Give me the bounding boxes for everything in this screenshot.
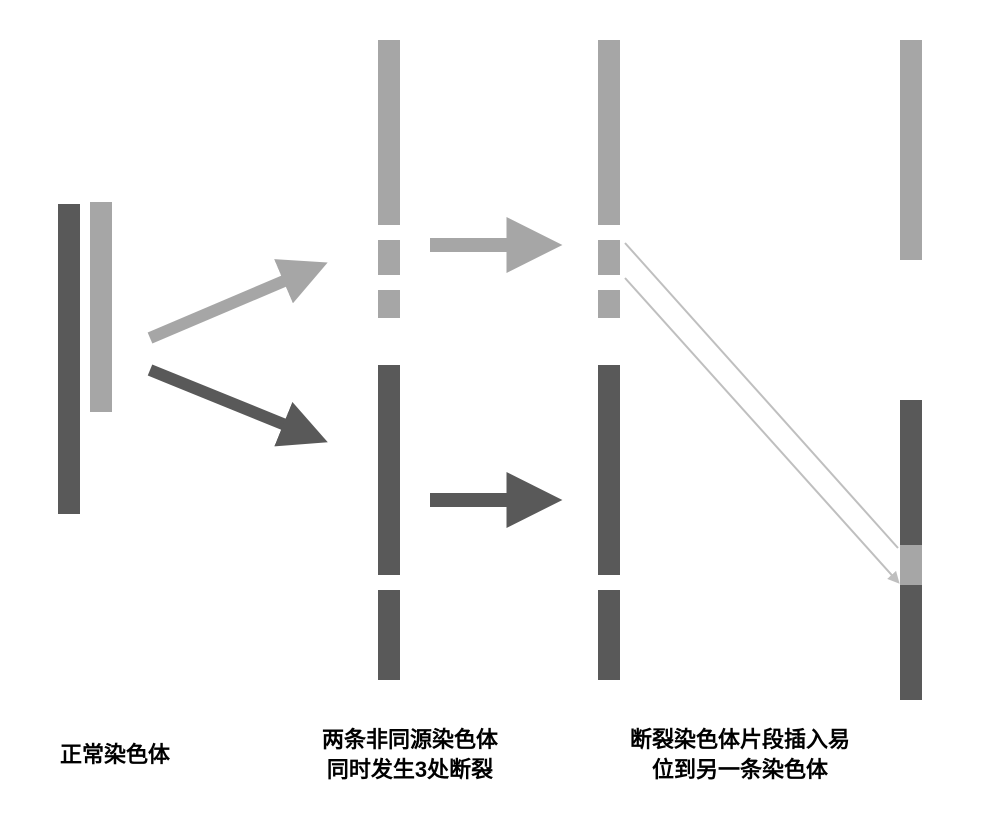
diagram-canvas — [0, 0, 1000, 827]
stage3-line1: 断裂染色体片段插入易 — [630, 727, 850, 752]
stage3-left-light-bot — [598, 290, 620, 318]
stage3-line2: 位到另一条染色体 — [652, 757, 828, 782]
stage2-dark-bot — [378, 590, 400, 680]
stage1-dark-bar — [58, 204, 80, 514]
stage2-light-bot — [378, 290, 400, 318]
stage2-label: 两条非同源染色体 同时发生3处断裂 — [280, 725, 540, 784]
stage3-left-dark-bot — [598, 590, 620, 680]
stage3-label: 断裂染色体片段插入易 位到另一条染色体 — [580, 725, 900, 784]
stage3-left-light-mid — [598, 240, 620, 275]
stage2-light-top — [378, 40, 400, 225]
arrow-split-dark — [150, 370, 310, 435]
stage1-label-text: 正常染色体 — [60, 742, 170, 767]
stage1-light-bar — [90, 202, 112, 412]
stage3-right-dark-top — [900, 400, 922, 545]
stage2-dark-top — [378, 365, 400, 575]
thin-line-2 — [625, 278, 898, 582]
stage3-right-light-bar — [900, 40, 922, 260]
stage1-label: 正常染色体 — [30, 740, 200, 770]
stage3-right-dark-bot — [900, 585, 922, 700]
thin-line-1 — [625, 243, 898, 548]
stage2-line2: 同时发生3处断裂 — [327, 757, 493, 782]
stage2-line1: 两条非同源染色体 — [322, 727, 498, 752]
arrow-split-light — [150, 270, 310, 338]
stage3-right-light-insert — [900, 545, 922, 585]
stage2-light-mid — [378, 240, 400, 275]
stage3-left-dark-top — [598, 365, 620, 575]
stage3-left-light-top — [598, 40, 620, 225]
